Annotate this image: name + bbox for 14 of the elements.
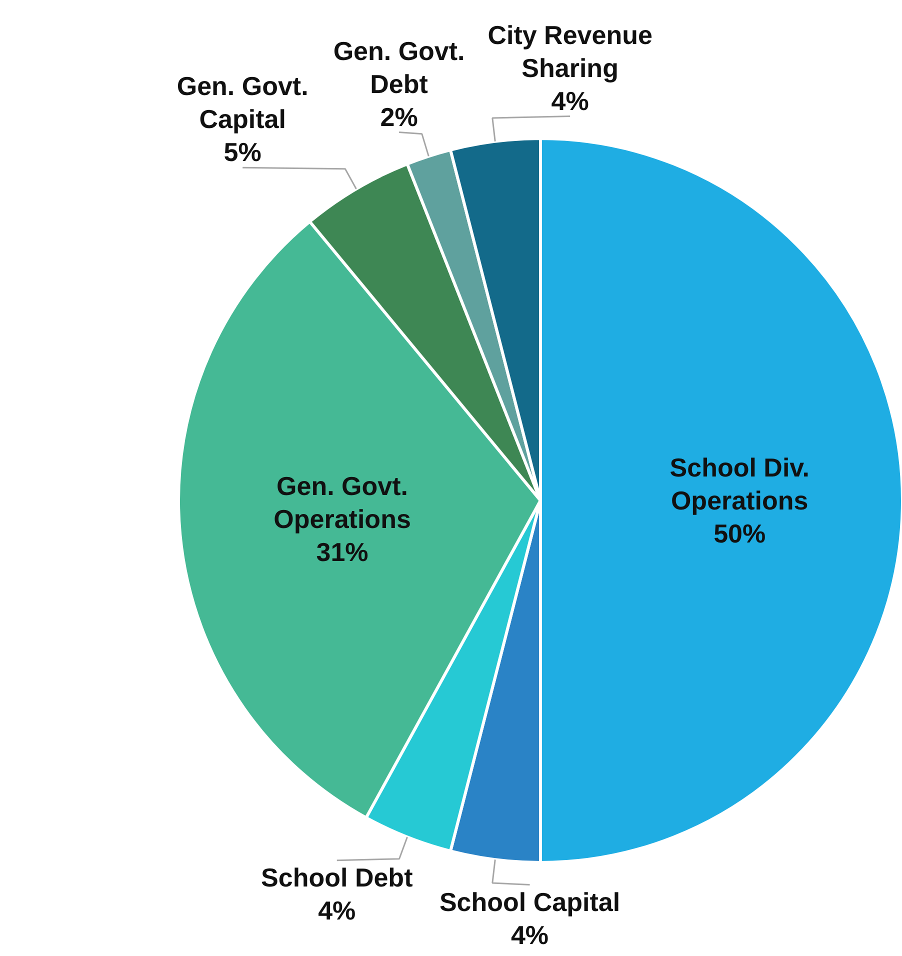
slice-label: Gen. Govt. Debt	[333, 36, 465, 99]
slice-label: Gen. Govt. Capital	[176, 71, 308, 134]
data-label: 4%	[551, 86, 589, 116]
slice-label: City Revenue Sharing	[488, 20, 652, 83]
data-label: 4%	[510, 920, 549, 950]
data-label: 31%	[316, 537, 368, 568]
data-label: 4%	[318, 895, 356, 926]
slice-label: School Capital	[439, 886, 620, 917]
data-label: 50%	[714, 518, 766, 548]
data-label: 5%	[224, 137, 262, 168]
slice-label: School Debt	[261, 862, 414, 892]
slice-label: Gen. Govt. Operations	[274, 471, 411, 534]
slice-label: School Div. Operations	[670, 452, 810, 516]
data-label: 2%	[380, 102, 418, 132]
